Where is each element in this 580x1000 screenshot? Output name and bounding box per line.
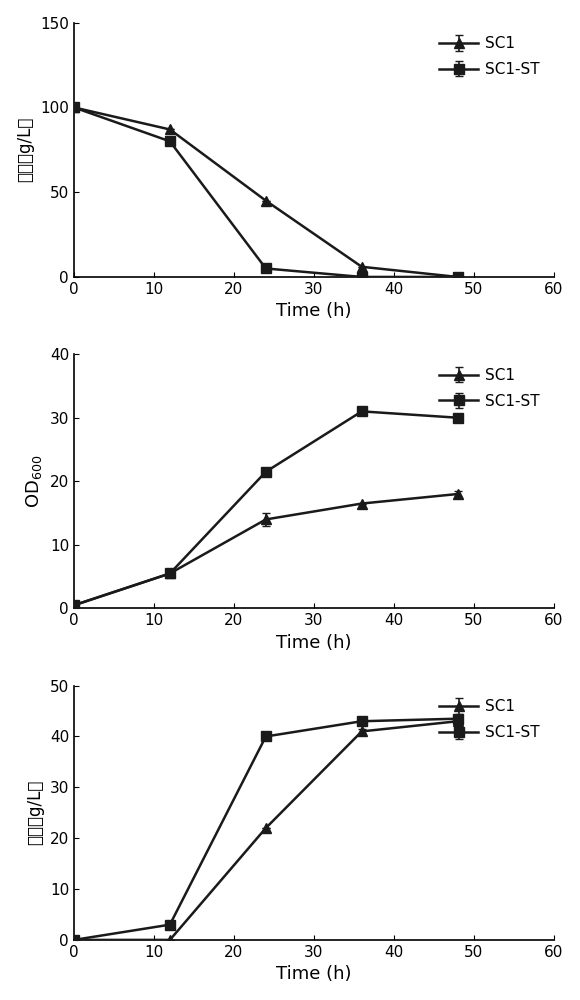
Y-axis label: OD$_{600}$: OD$_{600}$ <box>24 455 44 508</box>
X-axis label: Time (h): Time (h) <box>276 634 351 652</box>
Y-axis label: 乙醇（g/L）: 乙醇（g/L） <box>26 780 44 845</box>
X-axis label: Time (h): Time (h) <box>276 302 351 320</box>
Legend: SC1, SC1-ST: SC1, SC1-ST <box>433 30 546 83</box>
Legend: SC1, SC1-ST: SC1, SC1-ST <box>433 362 546 415</box>
Y-axis label: 残糖（g/L）: 残糖（g/L） <box>17 117 35 182</box>
Legend: SC1, SC1-ST: SC1, SC1-ST <box>433 693 546 746</box>
X-axis label: Time (h): Time (h) <box>276 965 351 983</box>
